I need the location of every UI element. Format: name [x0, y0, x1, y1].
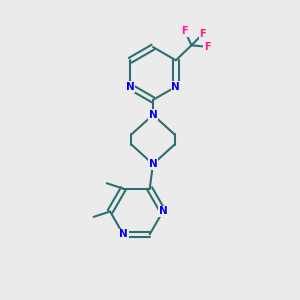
Text: N: N	[148, 110, 158, 120]
Text: F: F	[200, 29, 206, 39]
Text: N: N	[148, 159, 158, 169]
Text: N: N	[172, 82, 180, 92]
Text: F: F	[182, 26, 188, 36]
Text: F: F	[204, 42, 210, 52]
Text: N: N	[119, 230, 128, 239]
Text: N: N	[158, 206, 167, 217]
Text: N: N	[126, 82, 134, 92]
